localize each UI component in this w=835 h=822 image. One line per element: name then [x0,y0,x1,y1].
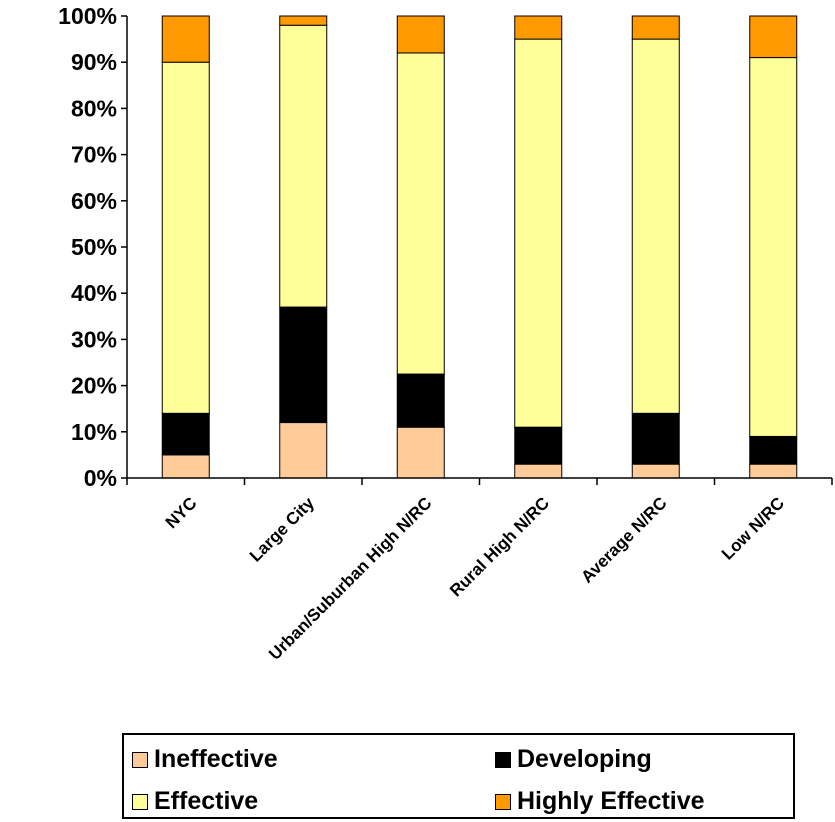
y-tick-label: 60% [71,188,117,214]
bar-low-n-rc-ineffective [749,463,798,479]
bar-large-city-effective [279,24,328,308]
x-category-label: Average N/RC [577,493,670,586]
legend-swatch-highly-effective [495,793,511,810]
bar-nyc-developing [161,412,210,456]
legend-swatch-ineffective [132,751,148,768]
y-tick-label: 80% [71,95,117,121]
legend-label-highly-effective: Highly Effective [517,787,705,815]
y-tick-label: 0% [84,465,117,491]
y-tick-labels: 0% 10% 20% 30% 40% 50% 60% 70% 80% 90% 100% [58,3,117,491]
bars-layer [161,15,798,479]
bar-urban-suburban-high-n-rc-effective [396,52,445,375]
x-category-label: Rural High N/RC [446,493,553,600]
bar-urban-suburban-high-n-rc-developing [396,373,445,428]
y-tick-label: 40% [71,280,117,306]
bar-rural-high-n-rc-developing [514,426,563,465]
bar-nyc-ineffective [161,454,210,479]
bar-average-n-rc-developing [631,412,680,465]
bar-rural-high-n-rc-highly-effective [514,15,563,40]
bar-urban-suburban-high-n-rc-ineffective [396,426,445,479]
bar-nyc-effective [161,61,210,414]
stacked-bar-chart: 0% 10% 20% 30% 40% 50% 60% 70% 80% 90% 100% NYC Lar… [58,3,833,664]
y-tick-label: 70% [71,142,117,168]
legend-swatch-developing [495,751,511,768]
bar-low-n-rc-effective [749,57,798,437]
y-tick-label: 30% [71,326,117,352]
bar-average-n-rc-effective [631,38,680,414]
bar-average-n-rc-highly-effective [631,15,680,40]
bar-rural-high-n-rc-effective [514,38,563,428]
y-tick-label: 10% [71,419,117,445]
legend-label-ineffective: Ineffective [154,745,278,773]
legend-item-highly-effective: Highly Effective [495,787,705,816]
legend-label-effective: Effective [154,787,259,815]
x-category-label: Low N/RC [718,493,788,563]
legend-swatch-effective [132,793,148,810]
axes-layer [121,15,833,485]
bar-large-city-highly-effective [279,15,328,26]
bar-average-n-rc-ineffective [631,463,680,479]
bar-nyc-highly-effective [161,15,210,63]
legend-label-developing: Developing [517,745,652,773]
y-tick-label: 100% [58,3,117,29]
bar-low-n-rc-highly-effective [749,15,798,59]
x-category-label: Large City [246,493,319,566]
bar-urban-suburban-high-n-rc-highly-effective [396,15,445,54]
bar-low-n-rc-developing [749,435,798,465]
bar-large-city-ineffective [279,422,328,479]
legend-item-developing: Developing [495,745,652,774]
bar-large-city-developing [279,306,328,424]
legend-item-ineffective: Ineffective [132,745,278,774]
y-tick-label: 20% [71,373,117,399]
x-category-label: NYC [162,493,201,532]
bar-rural-high-n-rc-ineffective [514,463,563,479]
legend: Ineffective Developing Effective Highly … [122,733,795,819]
legend-item-effective: Effective [132,787,258,816]
y-tick-label: 50% [71,234,117,260]
y-tick-label: 90% [71,49,117,75]
